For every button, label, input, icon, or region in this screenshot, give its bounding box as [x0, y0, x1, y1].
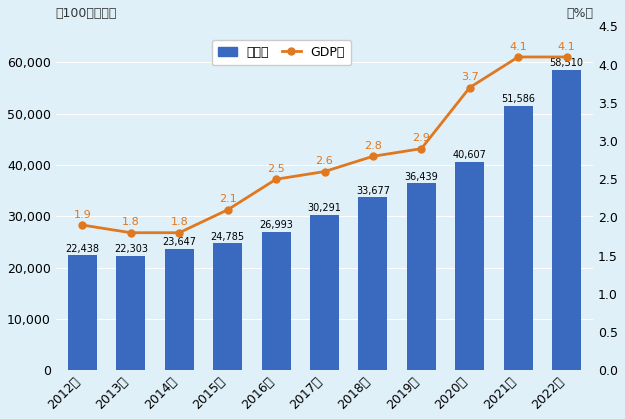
- Bar: [407, 183, 436, 370]
- Bar: [116, 256, 146, 370]
- GDP比: [224, 207, 231, 212]
- Text: 2.5: 2.5: [268, 164, 285, 174]
- Text: 23,647: 23,647: [162, 237, 196, 247]
- Text: 22,303: 22,303: [114, 244, 148, 254]
- Bar: [455, 162, 484, 370]
- GDP比: [79, 222, 86, 228]
- GDP比: [466, 85, 474, 90]
- Bar: [213, 243, 243, 370]
- Text: 2.6: 2.6: [316, 156, 333, 166]
- Bar: [504, 106, 532, 370]
- Text: （%）: （%）: [566, 7, 593, 20]
- GDP比: [127, 230, 134, 235]
- Text: 22,438: 22,438: [66, 243, 99, 253]
- GDP比: [272, 177, 280, 182]
- Text: （100万ドル）: （100万ドル）: [56, 7, 117, 20]
- Line: GDP比: GDP比: [79, 54, 570, 236]
- Legend: 送金額, GDP比: 送金額, GDP比: [212, 39, 351, 65]
- Text: 30,291: 30,291: [308, 203, 341, 213]
- Text: 2.9: 2.9: [412, 133, 430, 143]
- GDP比: [176, 230, 183, 235]
- Bar: [358, 197, 387, 370]
- Bar: [68, 255, 97, 370]
- GDP比: [563, 54, 571, 59]
- Text: 2.8: 2.8: [364, 141, 382, 151]
- GDP比: [369, 154, 377, 159]
- Text: 4.1: 4.1: [509, 41, 527, 52]
- GDP比: [321, 169, 328, 174]
- Text: 3.7: 3.7: [461, 72, 479, 82]
- Text: 36,439: 36,439: [404, 172, 438, 182]
- GDP比: [418, 146, 425, 151]
- Bar: [310, 215, 339, 370]
- Bar: [552, 70, 581, 370]
- Text: 2.1: 2.1: [219, 194, 236, 204]
- Text: 1.8: 1.8: [122, 217, 140, 228]
- Text: 33,677: 33,677: [356, 186, 390, 196]
- Text: 51,586: 51,586: [501, 94, 535, 104]
- Text: 40,607: 40,607: [452, 150, 487, 160]
- Text: 1.8: 1.8: [171, 217, 188, 228]
- Bar: [262, 232, 291, 370]
- Text: 24,785: 24,785: [211, 232, 245, 241]
- Text: 4.1: 4.1: [558, 41, 576, 52]
- GDP比: [514, 54, 522, 59]
- Bar: [165, 249, 194, 370]
- Text: 1.9: 1.9: [74, 210, 91, 220]
- Text: 58,510: 58,510: [549, 58, 584, 68]
- Text: 26,993: 26,993: [259, 220, 293, 230]
